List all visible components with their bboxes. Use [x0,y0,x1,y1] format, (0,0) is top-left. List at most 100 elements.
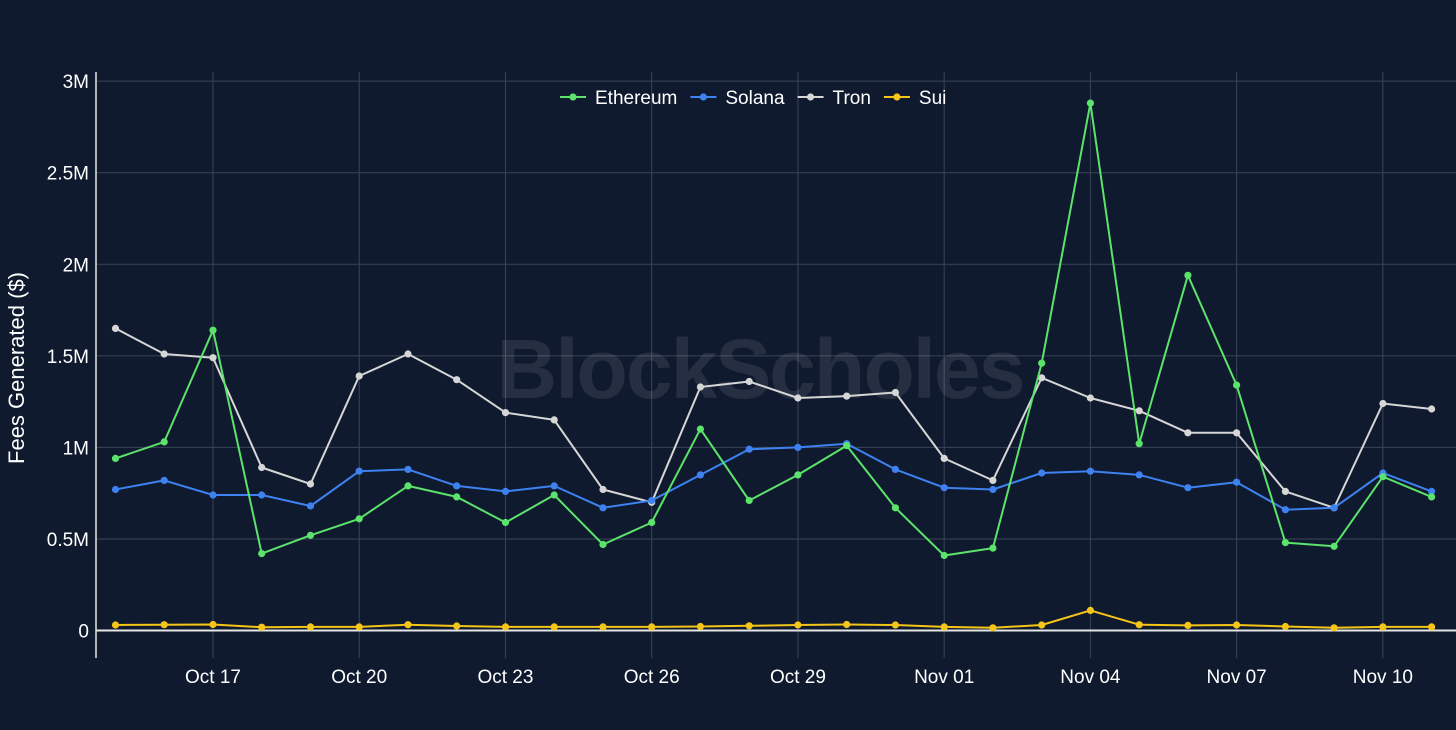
data-point-tron [1233,429,1241,437]
data-point-ethereum [501,518,510,527]
data-point-ethereum [306,531,315,539]
legend-label: Tron [833,88,871,109]
legend-label: Sui [919,88,946,109]
data-point-ethereum [355,515,363,523]
data-point-ethereum [550,491,558,499]
data-point-solana [794,443,802,451]
data-point-tron [501,409,510,417]
x-tick-label: Nov 10 [1353,667,1413,688]
data-point-solana [306,502,315,510]
data-point-tron [404,350,412,358]
data-point-solana [599,504,607,512]
x-tick-label: Oct 26 [624,667,680,688]
data-point-tron [1038,374,1046,382]
data-point-sui [355,623,363,631]
legend-item-tron[interactable]: Tron [797,88,871,109]
data-point-sui [1330,624,1338,632]
data-point-ethereum [209,326,217,334]
data-point-ethereum [648,518,656,527]
legend[interactable]: Ethereum Solana Tron Sui [560,88,946,109]
data-point-solana [1330,504,1338,512]
data-point-solana [1135,471,1143,479]
data-point-sui [209,620,217,629]
series-line-ethereum [115,102,1432,557]
x-axis-ticks: Oct 17 Oct 20 Oct 23 Oct 26 Oct 29 Nov 01 Nov … [185,667,1413,688]
legend-label: Ethereum [595,88,677,109]
data-point-sui [745,622,753,630]
data-point-tron [843,392,851,400]
series-line-sui [115,609,1432,629]
y-axis-ticks: 0 0.5M 1M 1.5M 2M 2.5M 3M [47,72,89,642]
data-point-tron [989,476,997,484]
data-point-tron [940,454,948,462]
legend-item-ethereum[interactable]: Ethereum [560,88,677,109]
data-point-solana [1086,467,1094,475]
watermark: BlockScholes [497,322,1026,416]
data-point-sui [550,623,558,631]
data-point-sui [648,623,656,631]
data-point-tron [1135,407,1143,415]
data-point-sui [696,622,705,631]
legend-swatch-marker [569,93,577,101]
data-point-tron [550,416,558,424]
data-point-solana [648,496,656,505]
data-point-sui [404,621,412,629]
data-point-sui [1038,621,1046,629]
data-point-solana [940,484,948,492]
x-tick-label: Oct 23 [477,667,533,688]
series-sui [111,606,1436,632]
data-point-solana [1038,469,1046,477]
data-point-ethereum [404,482,412,490]
data-point-solana [355,467,363,475]
data-point-tron [160,350,168,358]
data-point-sui [599,623,607,631]
x-tick-label: Nov 07 [1207,667,1267,688]
data-point-ethereum [1135,440,1143,448]
x-tick-label: Oct 29 [770,667,826,688]
data-point-solana [1233,478,1241,486]
data-point-tron [891,388,900,397]
data-point-sui [160,621,168,629]
y-tick-label: 2M [63,255,89,276]
data-point-sui [306,623,315,631]
series-solana [111,440,1436,514]
data-point-sui [1428,623,1436,631]
x-tick-label: Nov 04 [1060,667,1121,688]
data-point-ethereum [111,454,120,462]
data-point-ethereum [160,438,168,446]
data-point-solana [111,485,120,494]
data-point-tron [745,377,753,386]
data-point-solana [745,445,753,453]
data-point-tron [355,372,363,380]
data-point-sui [1379,623,1387,631]
data-point-tron [258,463,266,472]
data-point-tron [1281,487,1289,495]
data-point-tron [111,324,120,332]
data-point-solana [258,491,266,499]
data-point-sui [891,621,900,629]
axes [95,72,1456,658]
data-point-ethereum [1281,539,1289,547]
data-point-sui [1086,606,1094,615]
legend-swatch-marker [806,93,815,101]
data-point-sui [1135,621,1143,629]
data-point-solana [550,482,558,490]
data-point-ethereum [745,496,753,505]
y-tick-label: 3M [63,72,89,93]
data-point-ethereum [1330,542,1338,550]
data-point-ethereum [1086,99,1094,107]
series-layer [111,99,1436,632]
data-point-ethereum [1233,381,1241,389]
series-ethereum [111,99,1436,560]
legend-item-sui[interactable]: Sui [883,88,946,109]
legend-item-solana[interactable]: Solana [690,88,785,109]
x-tick-label: Oct 17 [185,667,241,688]
data-point-ethereum [1379,473,1387,481]
data-point-solana [160,476,168,484]
data-point-sui [501,623,510,631]
data-point-solana [1281,506,1289,514]
data-point-sui [258,623,266,631]
data-point-tron [599,485,607,494]
